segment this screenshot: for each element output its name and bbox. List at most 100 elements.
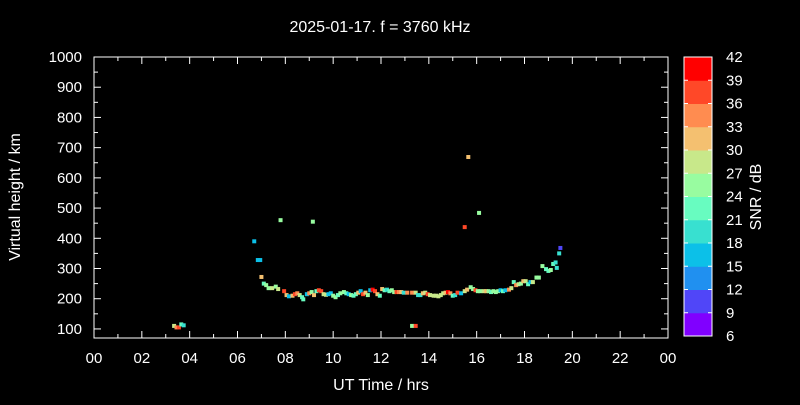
data-point [335,293,340,298]
data-point [425,292,430,297]
data-point [264,283,269,288]
data-point [255,258,260,263]
x-tick-label: 08 [277,350,294,367]
data-point [540,264,545,269]
data-point [450,293,455,298]
data-point [462,225,467,230]
data-point [554,265,559,270]
x-tick-label: 00 [86,350,103,367]
data-point [548,268,553,273]
data-point [523,279,528,284]
colorbar-tick-label: 12 [726,282,743,299]
data-point [380,287,385,292]
colorbar-tick-label: 9 [726,305,734,322]
data-point [258,258,263,263]
colorbar: 6 9 12 15 18 21 24 27 30 33 36 39 42 [683,49,743,345]
data-point [428,293,433,298]
data-point [489,290,494,295]
data-point [356,290,361,295]
data-point [361,292,366,297]
colorbar-segment [684,80,712,104]
data-point [486,289,491,294]
colorbar-tick-label: 6 [726,328,734,345]
data-point [493,290,498,295]
x-axis-ticks: 00 02 04 06 08 10 12 14 16 18 20 22 00 [86,57,677,367]
data-point [392,290,397,295]
x-tick-label: 16 [468,350,485,367]
data-point [278,218,283,223]
data-point [338,291,343,296]
data-point [323,292,328,297]
data-point [455,290,460,295]
data-point [509,286,514,291]
data-point [420,291,425,296]
colorbar-tick-label: 27 [726,165,743,182]
data-point [353,292,358,297]
data-point [551,261,556,266]
data-point [319,289,324,294]
colorbar-segment [684,289,712,314]
data-point [516,282,521,287]
data-point [471,287,476,292]
x-tick-label: 18 [516,350,533,367]
data-point [518,281,523,286]
data-point [462,289,467,294]
data-point [295,291,300,296]
colorbar-tick-label: 42 [726,49,743,66]
data-point [503,288,508,293]
data-point [179,322,184,327]
data-point [331,293,336,298]
data-point [536,275,541,280]
data-point [259,274,264,279]
y-tick-label: 500 [57,200,82,217]
chart-title: 2025-01-17. f = 3760 kHz [289,19,470,36]
y-tick-label: 1000 [49,49,82,66]
y-tick-label: 800 [57,109,82,126]
colorbar-tick-label: 15 [726,258,743,275]
colorbar-segment [684,57,712,81]
data-point [484,289,489,294]
data-point [418,293,423,298]
colorbar-tick-label: 21 [726,212,743,229]
data-point [436,294,441,299]
colorbar-segment [684,219,712,244]
data-point [416,293,421,298]
data-point [506,287,511,292]
data-point [333,295,338,300]
data-point [394,290,399,295]
data-point [349,293,354,298]
data-point [466,155,471,160]
data-point [321,292,326,297]
y-axis-label: Virtual height / km [7,133,24,261]
data-point [387,289,392,294]
data-point [312,293,317,298]
data-point [511,280,516,285]
data-point [413,290,418,295]
colorbar-segment [684,103,712,128]
y-axis-ticks: 100 200 300 400 500 600 700 800 900 1000 [49,49,668,338]
colorbar-segment [684,196,712,221]
data-point [477,210,482,215]
data-point [284,293,289,298]
data-point [481,289,486,294]
data-point [534,275,539,280]
data-point [290,293,295,298]
colorbar-segment [684,312,712,337]
data-point [453,293,458,298]
data-point [310,219,315,224]
data-point [405,290,410,295]
data-point [297,293,302,298]
x-axis-label: UT Time / hrs [333,377,429,394]
data-point [282,289,287,294]
x-tick-label: 00 [660,350,677,367]
data-point [500,289,505,294]
data-point [389,288,394,293]
data-point [410,290,415,295]
data-point [377,293,382,298]
colorbar-tick-label: 33 [726,119,743,136]
x-tick-label: 02 [133,350,150,367]
data-point [328,291,333,296]
data-point [558,245,563,250]
data-point [174,325,179,330]
